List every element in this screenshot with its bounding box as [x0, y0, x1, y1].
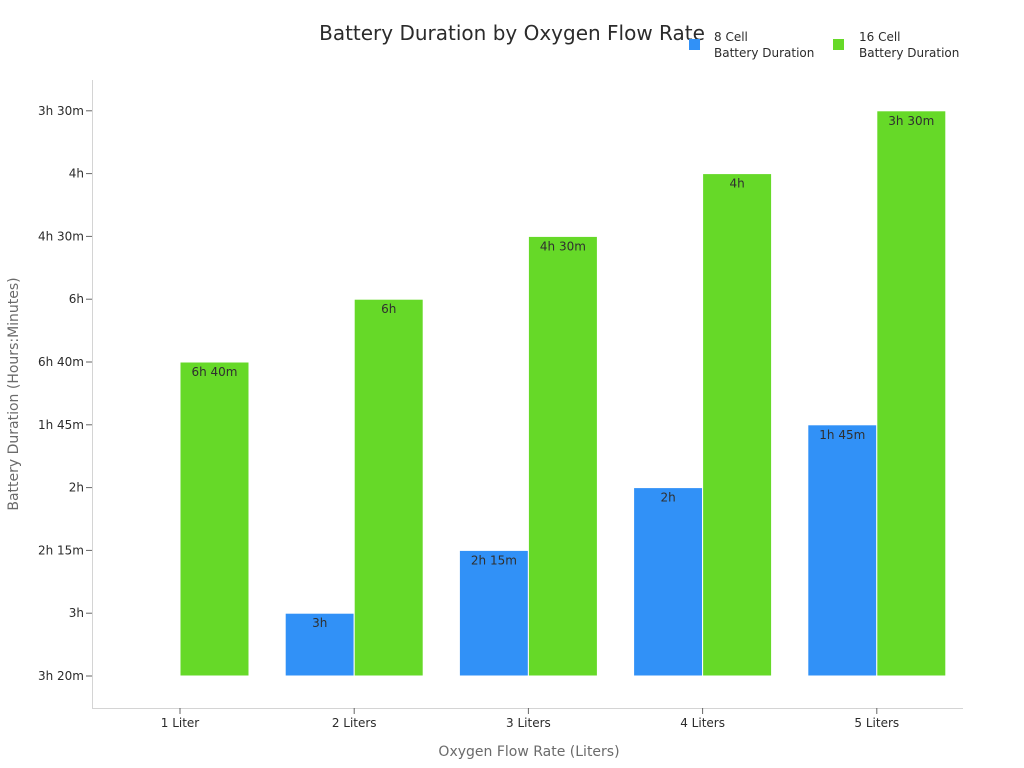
legend-label-8-cell-line2: Battery Duration	[714, 46, 814, 60]
bar-16-cell-5-liters	[876, 110, 947, 677]
x-tick-label: 3 Liters	[506, 716, 551, 730]
x-tick-label: 5 Liters	[854, 716, 899, 730]
data-label-16-cell-2-liters: 6h	[381, 302, 396, 316]
data-label-8-cell-3-liters: 2h 15m	[471, 553, 517, 567]
y-tick-label: 2h 15m	[38, 543, 84, 557]
data-label-16-cell-4-liters: 4h	[729, 177, 744, 191]
bar-8-cell-5-liters	[807, 424, 878, 677]
legend-swatch-8-cell	[689, 39, 700, 50]
bar-16-cell-1-liter	[179, 361, 250, 677]
bar-16-cell-2-liters	[353, 298, 424, 677]
y-axis-ticks: 3h 20m 3h 2h 15m 2h 1h 45m 6h 40m 6h 4h 30m 4h 3h…	[38, 104, 92, 683]
chart-title: Battery Duration by Oxygen Flow Rate	[319, 21, 705, 45]
x-tick-label: 1 Liter	[161, 716, 200, 730]
x-tick-label: 4 Liters	[680, 716, 725, 730]
y-axis-title: Battery Duration (Hours:Minutes)	[6, 277, 22, 510]
data-label-16-cell-5-liters: 3h 30m	[888, 114, 934, 128]
y-tick-label: 4h	[69, 167, 84, 181]
y-tick-label: 2h	[69, 481, 84, 495]
x-axis-title: Oxygen Flow Rate (Liters)	[438, 744, 619, 760]
data-label-8-cell-4-liters: 2h	[660, 491, 675, 505]
x-tick-label: 2 Liters	[332, 716, 377, 730]
x-axis-ticks: 1 Liter 2 Liters 3 Liters 4 Liters 5 Liters	[161, 708, 899, 730]
data-label-8-cell-5-liters: 1h 45m	[819, 428, 865, 442]
legend: 8 Cell Battery Duration 16 Cell Battery …	[689, 30, 959, 60]
data-label-16-cell-1-liter: 6h 40m	[191, 365, 237, 379]
data-label-8-cell-2-liters: 3h	[312, 616, 327, 630]
y-tick-label: 6h	[69, 292, 84, 306]
bar-8-cell-3-liters	[458, 549, 529, 677]
y-tick-label: 3h	[69, 606, 84, 620]
legend-label-8-cell-line1: 8 Cell	[714, 30, 748, 44]
bar-16-cell-3-liters	[527, 235, 598, 677]
bar-8-cell-2-liters	[284, 612, 355, 677]
legend-label-16-cell-line1: 16 Cell	[859, 30, 901, 44]
y-tick-label: 6h 40m	[38, 355, 84, 369]
legend-swatch-16-cell	[833, 39, 844, 50]
bar-8-cell-4-liters	[633, 487, 704, 677]
y-tick-label: 3h 30m	[38, 104, 84, 118]
y-tick-label: 3h 20m	[38, 669, 84, 683]
data-labels: 3h 2h 15m 2h 1h 45m 6h 40m 6h 4h 30m 4h 3h 30m	[191, 114, 934, 630]
bar-16-cell-4-liters	[702, 173, 773, 677]
bars	[179, 110, 947, 677]
y-tick-label: 4h 30m	[38, 229, 84, 243]
y-tick-label: 1h 45m	[38, 418, 84, 432]
data-label-16-cell-3-liters: 4h 30m	[540, 239, 586, 253]
legend-label-16-cell-line2: Battery Duration	[859, 46, 959, 60]
